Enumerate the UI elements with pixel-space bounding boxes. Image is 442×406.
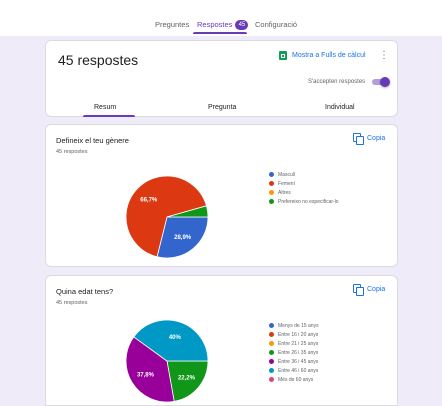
legend-label: Entre 16 i 20 anys (278, 331, 319, 338)
legend-label: Masculí (278, 171, 296, 178)
tab-settings[interactable]: Configuració (255, 20, 298, 29)
copy-icon (353, 284, 364, 296)
pie-slice-4 (166, 360, 209, 402)
legend-swatch (269, 323, 274, 328)
legend-label: Prefereixo no especificar-lo (278, 198, 339, 205)
accepting-responses-label: S'accepten respostes (308, 79, 366, 85)
accepting-responses-toggle[interactable] (372, 77, 390, 87)
tab-questions[interactable]: Preguntes (155, 20, 190, 29)
legend-item: Entre 36 i 45 anys (269, 357, 319, 366)
legend-swatch (269, 341, 274, 346)
toggle-track (372, 79, 387, 85)
pie-slice-5 (125, 336, 175, 403)
legend-label: Menys de 15 anys (278, 322, 319, 329)
legend-item: Més de 60 anys (269, 375, 319, 384)
pie-slice-label: 37,8% (137, 372, 155, 378)
subtab-question[interactable]: Pregunta (208, 104, 237, 111)
legend-label: Entre 36 i 45 anys (278, 358, 319, 365)
age-pie-chart: 22,2% 37,8% 40% (125, 319, 209, 403)
legend-swatch (269, 359, 274, 364)
legend-item: Entre 21 i 25 anys (269, 339, 319, 348)
more-options-icon[interactable]: ⋮ (379, 50, 389, 61)
pie-slice-2 (125, 175, 207, 258)
legend-item: Prefereixo no especificar-lo (269, 197, 339, 206)
legend-swatch (269, 377, 274, 382)
question-response-count: 45 respostes (56, 149, 88, 155)
copy-icon (353, 133, 364, 145)
question-card-gender: Defineix el teu gènere 45 respostes Copi… (45, 124, 398, 267)
tab-bar: Preguntes Respostes 45 Configuració (0, 0, 442, 36)
legend-label: Altres (278, 189, 291, 196)
question-card-age: Quina edat tens? 45 respostes Copia 22,2… (45, 275, 398, 406)
tab-responses-label: Respostes (197, 20, 233, 29)
legend-label: Femení (278, 180, 295, 187)
legend-swatch (269, 368, 274, 373)
copy-chart-button[interactable]: Copia (353, 133, 386, 145)
pie-slice-1 (156, 216, 209, 259)
pie-slice-label: 66,7% (140, 197, 158, 203)
legend-label: Entre 26 i 35 anys (278, 349, 319, 356)
legend-label: Entre 21 i 25 anys (278, 340, 319, 347)
responses-summary-card: 45 respostes Mostra a Fulls de càlcul ⋮ … (45, 40, 398, 117)
view-in-sheets-label: Mostra a Fulls de càlcul (292, 52, 366, 59)
subtab-individual[interactable]: Individual (325, 104, 355, 111)
copy-chart-button[interactable]: Copia (353, 284, 386, 296)
pie-slice-6 (133, 319, 209, 362)
gender-legend: Masculí Femení Altres Prefereixo no especif… (269, 170, 339, 206)
question-title: Defineix el teu gènere (56, 136, 129, 145)
legend-swatch (269, 350, 274, 355)
legend-swatch (269, 190, 274, 195)
pie-slice-label: 40% (169, 335, 182, 341)
question-response-count: 45 respostes (56, 300, 88, 306)
subtab-summary[interactable]: Resum (94, 104, 117, 111)
age-legend: Menys de 15 anys Entre 16 i 20 anys Entre … (269, 321, 319, 384)
sheets-icon (279, 51, 287, 60)
copy-label: Copia (367, 134, 386, 142)
gender-pie-chart: 28,9% 66,7% (125, 175, 209, 259)
legend-label: Més de 60 anys (278, 376, 314, 383)
active-subtab-indicator (83, 115, 135, 117)
legend-swatch (269, 181, 274, 186)
copy-label: Copia (367, 285, 386, 293)
legend-swatch (269, 172, 274, 177)
legend-item: Altres (269, 188, 339, 197)
legend-label: Entre 46 i 60 anys (278, 367, 319, 374)
pie-slice-4 (166, 205, 209, 218)
pie-slice-label: 28,9% (174, 235, 192, 241)
legend-swatch (269, 199, 274, 204)
response-count-badge: 45 (235, 20, 249, 31)
toggle-knob (380, 77, 390, 87)
active-tab-indicator (193, 32, 247, 34)
top-navigation-bar: Preguntes Respostes 45 Configuració (0, 0, 442, 36)
pie-slice-label: 22,2% (178, 375, 196, 381)
legend-item: Menys de 15 anys (269, 321, 319, 330)
tab-responses[interactable]: Respostes 45 (197, 20, 249, 31)
legend-swatch (269, 332, 274, 337)
responses-count-title: 45 respostes (58, 52, 139, 68)
legend-item: Entre 46 i 60 anys (269, 366, 319, 375)
legend-item: Entre 26 i 35 anys (269, 348, 319, 357)
legend-item: Entre 16 i 20 anys (269, 330, 319, 339)
view-in-sheets-button[interactable]: Mostra a Fulls de càlcul (279, 51, 366, 60)
legend-item: Masculí (269, 170, 339, 179)
legend-item: Femení (269, 179, 339, 188)
question-title: Quina edat tens? (56, 287, 114, 296)
